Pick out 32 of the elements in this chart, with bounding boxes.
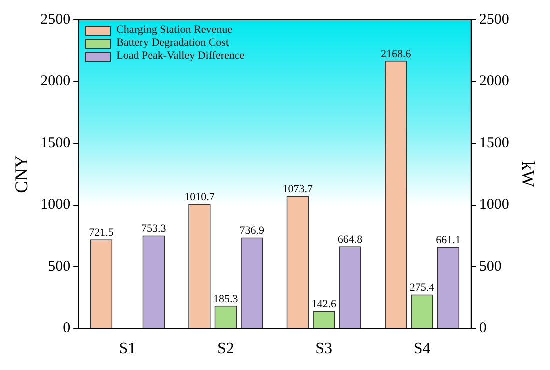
- data-label: 2168.6: [380, 48, 412, 60]
- y2-tick-label: 2000: [479, 74, 510, 90]
- y2-axis-title: kW: [518, 161, 538, 188]
- legend-label: Load Peak-Valley Difference: [116, 50, 245, 63]
- data-label: 1010.7: [184, 191, 216, 204]
- x-tick-label: S3: [316, 340, 333, 358]
- legend-label: Charging Station Revenue: [116, 24, 232, 37]
- y-tick-label: 500: [48, 258, 71, 275]
- y2-tick-label: 1000: [479, 197, 510, 214]
- data-label: 275.4: [410, 282, 436, 294]
- y-axis-title: CNY: [12, 155, 32, 194]
- y2-tick-label: 1500: [479, 135, 510, 152]
- y-tick-label: 2500: [40, 12, 71, 28]
- data-label: 664.8: [338, 234, 364, 246]
- y2-tick-label: 2500: [479, 12, 510, 28]
- y2-tick-label: 500: [479, 258, 502, 275]
- y2-tick-label: 0: [479, 320, 487, 337]
- data-label: 661.1: [436, 234, 461, 247]
- legend-label: Battery Degradation Cost: [116, 37, 230, 50]
- data-label: 721.5: [89, 227, 114, 240]
- data-label: 142.6: [312, 298, 337, 311]
- x-tick-label: S4: [414, 340, 431, 358]
- x-tick-label: S1: [119, 340, 136, 358]
- x-tick-label: S2: [217, 340, 234, 358]
- y-tick-label: 0: [63, 320, 71, 337]
- data-label: 753.3: [142, 223, 167, 236]
- data-label: 736.9: [240, 225, 265, 238]
- y-tick-label: 1500: [40, 135, 71, 152]
- data-label: 1073.7: [282, 184, 314, 196]
- data-label: 185.3: [214, 293, 239, 306]
- y-tick-label: 1000: [40, 197, 71, 214]
- y-tick-label: 2000: [40, 74, 71, 90]
